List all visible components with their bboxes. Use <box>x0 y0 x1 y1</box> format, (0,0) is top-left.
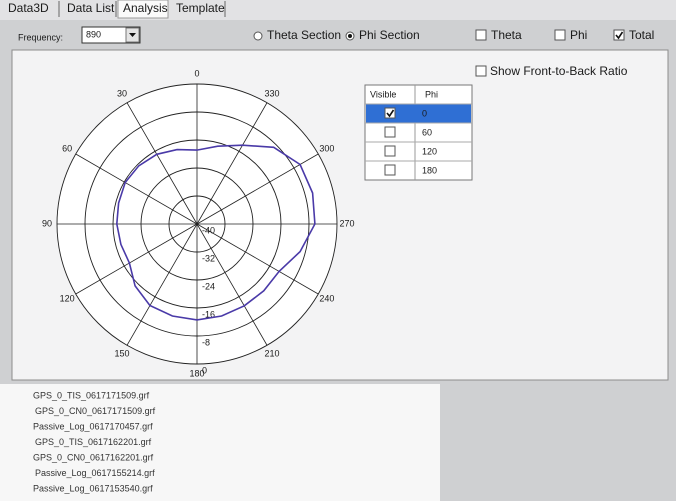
front-to-back-checkbox[interactable] <box>476 66 486 76</box>
theta-tick-label: 60 <box>62 143 72 153</box>
radio-label[interactable]: Phi Section <box>359 28 420 42</box>
visible-checkbox[interactable] <box>385 146 395 156</box>
checkbox-label[interactable]: Total <box>629 28 654 42</box>
r-tick-label: -24 <box>202 281 215 291</box>
phi-value[interactable]: 120 <box>422 146 437 156</box>
theta-tick-label: 240 <box>319 293 334 303</box>
component-checkbox[interactable] <box>555 30 565 40</box>
tab-label[interactable]: Analysis <box>123 1 168 15</box>
theta-tick-label: 0 <box>194 68 199 78</box>
phi-value[interactable]: 60 <box>422 127 432 137</box>
r-tick-label: -32 <box>202 253 215 263</box>
tab-label[interactable]: Data List <box>67 1 115 15</box>
tab-label[interactable]: Data3D <box>8 1 49 15</box>
theta-tick-label: 300 <box>319 143 334 153</box>
file-name[interactable]: GPS_0_TIS_0617162201.grf <box>35 437 152 447</box>
frequency-label: Frequency: <box>18 32 63 42</box>
phi-value[interactable]: 0 <box>422 108 427 118</box>
screen: Data3D Data List Analysis Template Frequency… <box>0 0 676 501</box>
tab-label[interactable]: Template <box>176 1 225 15</box>
theta-tick-label: 270 <box>339 218 354 228</box>
table-header: Visible <box>370 89 396 99</box>
theta-tick-label: 90 <box>42 218 52 228</box>
theta-tick-label: 150 <box>114 348 129 358</box>
table-header: Phi <box>425 89 438 99</box>
component-checkbox[interactable] <box>476 30 486 40</box>
visible-checkbox[interactable] <box>385 165 395 175</box>
checkbox-label[interactable]: Show Front-to-Back Ratio <box>490 64 628 78</box>
checkbox-label[interactable]: Theta <box>491 28 522 42</box>
file-name[interactable]: GPS_0_CN0_0617162201.grf <box>33 452 154 462</box>
row-highlight[interactable] <box>366 104 471 123</box>
file-name[interactable]: Passive_Log_0617155214.grf <box>35 468 155 478</box>
frequency-value: 890 <box>86 29 101 39</box>
file-name[interactable]: GPS_0_CN0_0617171509.grf <box>35 406 156 416</box>
file-name[interactable]: Passive_Log_0617170457.grf <box>33 421 153 431</box>
radio-label[interactable]: Theta Section <box>267 28 341 42</box>
theta-tick-label: 120 <box>60 293 75 303</box>
theta-tick-label: 330 <box>264 88 279 98</box>
phi-value[interactable]: 180 <box>422 165 437 175</box>
page: { "tabs": ["Data3D", "Data List", "Analy… <box>0 0 676 501</box>
theta-tick-label: 30 <box>117 88 127 98</box>
r-tick-label: -8 <box>202 337 210 347</box>
radio-dot <box>348 34 352 38</box>
checkbox-label[interactable]: Phi <box>570 28 587 42</box>
theta-tick-label: 210 <box>264 348 279 358</box>
file-name[interactable]: GPS_0_TIS_0617171509.grf <box>33 390 150 400</box>
theta-tick-label: 180 <box>189 368 204 378</box>
file-name[interactable]: Passive_Log_0617153540.grf <box>33 483 153 493</box>
radio[interactable] <box>254 32 262 40</box>
visible-checkbox[interactable] <box>385 127 395 137</box>
